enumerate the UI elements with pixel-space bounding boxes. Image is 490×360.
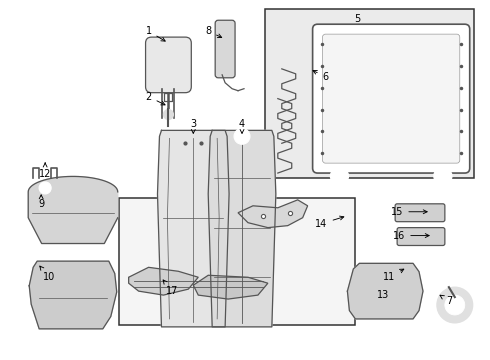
Circle shape [39,182,51,194]
Polygon shape [193,275,268,299]
Polygon shape [29,261,117,329]
Text: 12: 12 [39,163,51,179]
FancyBboxPatch shape [395,204,445,222]
Text: 2: 2 [146,92,165,105]
Text: 15: 15 [391,207,427,217]
Circle shape [164,109,173,120]
Text: 10: 10 [40,266,55,282]
Polygon shape [208,130,276,327]
Text: 13: 13 [377,290,390,300]
Text: 7: 7 [440,295,452,306]
Text: 14: 14 [316,216,344,229]
Polygon shape [129,267,198,295]
Text: 6: 6 [313,71,329,82]
Polygon shape [238,200,308,228]
Circle shape [331,167,348,185]
Bar [119,198,355,325]
Polygon shape [157,130,229,327]
Circle shape [445,295,465,315]
FancyBboxPatch shape [313,24,470,173]
Polygon shape [28,176,118,243]
FancyBboxPatch shape [215,20,235,78]
Text: 16: 16 [393,230,429,240]
Text: 4: 4 [239,120,245,133]
FancyBboxPatch shape [322,34,460,163]
Polygon shape [347,264,423,319]
Circle shape [234,129,250,144]
Text: 3: 3 [190,120,196,133]
Text: 1: 1 [146,26,165,41]
FancyBboxPatch shape [146,37,191,93]
Text: 11: 11 [383,269,404,282]
Circle shape [434,167,452,185]
Bar [265,9,474,178]
Text: 5: 5 [354,14,361,24]
Text: 9: 9 [38,195,44,209]
FancyBboxPatch shape [397,228,445,246]
Circle shape [437,287,473,323]
Text: 8: 8 [205,26,221,37]
Text: 17: 17 [163,280,178,296]
